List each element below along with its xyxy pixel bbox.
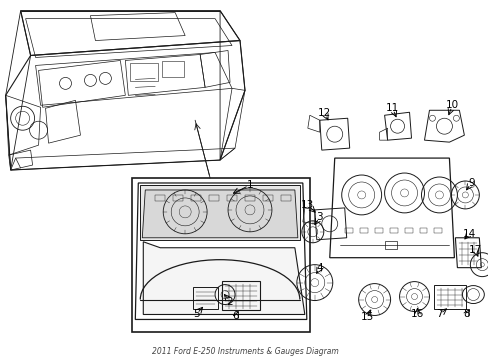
Bar — [263, 195, 272, 201]
Text: 4: 4 — [316, 263, 323, 273]
Text: 14: 14 — [462, 229, 475, 239]
Text: 13: 13 — [301, 200, 314, 210]
Bar — [389, 228, 397, 233]
Text: 16: 16 — [410, 310, 423, 319]
Text: 5: 5 — [192, 310, 199, 319]
Bar — [359, 228, 367, 233]
Bar — [433, 285, 466, 309]
Bar — [280, 195, 290, 201]
Bar — [155, 195, 165, 201]
Bar — [130, 63, 158, 81]
Bar — [193, 287, 218, 309]
Bar — [244, 195, 254, 201]
Polygon shape — [143, 242, 304, 315]
Text: 2: 2 — [226, 297, 233, 306]
Text: 2011 Ford E-250 Instruments & Gauges Diagram: 2011 Ford E-250 Instruments & Gauges Dia… — [151, 347, 338, 356]
Text: 1: 1 — [246, 180, 253, 190]
Bar — [209, 195, 219, 201]
Bar — [173, 195, 183, 201]
Bar — [226, 195, 237, 201]
Bar — [191, 195, 201, 201]
Text: 17: 17 — [468, 245, 481, 255]
Polygon shape — [142, 190, 297, 238]
Bar — [404, 228, 412, 233]
Bar — [344, 228, 352, 233]
Bar — [132, 178, 309, 332]
Bar — [433, 228, 442, 233]
Text: 15: 15 — [360, 312, 373, 323]
Text: 9: 9 — [467, 178, 474, 188]
Text: 7: 7 — [435, 310, 442, 319]
Bar — [374, 228, 382, 233]
Text: 3: 3 — [316, 212, 323, 222]
Text: 11: 11 — [385, 103, 398, 113]
Bar — [419, 228, 427, 233]
Polygon shape — [140, 185, 299, 240]
Bar — [384, 241, 396, 249]
Text: 8: 8 — [462, 310, 468, 319]
Text: 6: 6 — [232, 311, 239, 321]
Text: 10: 10 — [445, 100, 458, 110]
Bar — [162, 62, 184, 77]
Bar — [222, 280, 260, 310]
Text: 12: 12 — [318, 108, 331, 118]
